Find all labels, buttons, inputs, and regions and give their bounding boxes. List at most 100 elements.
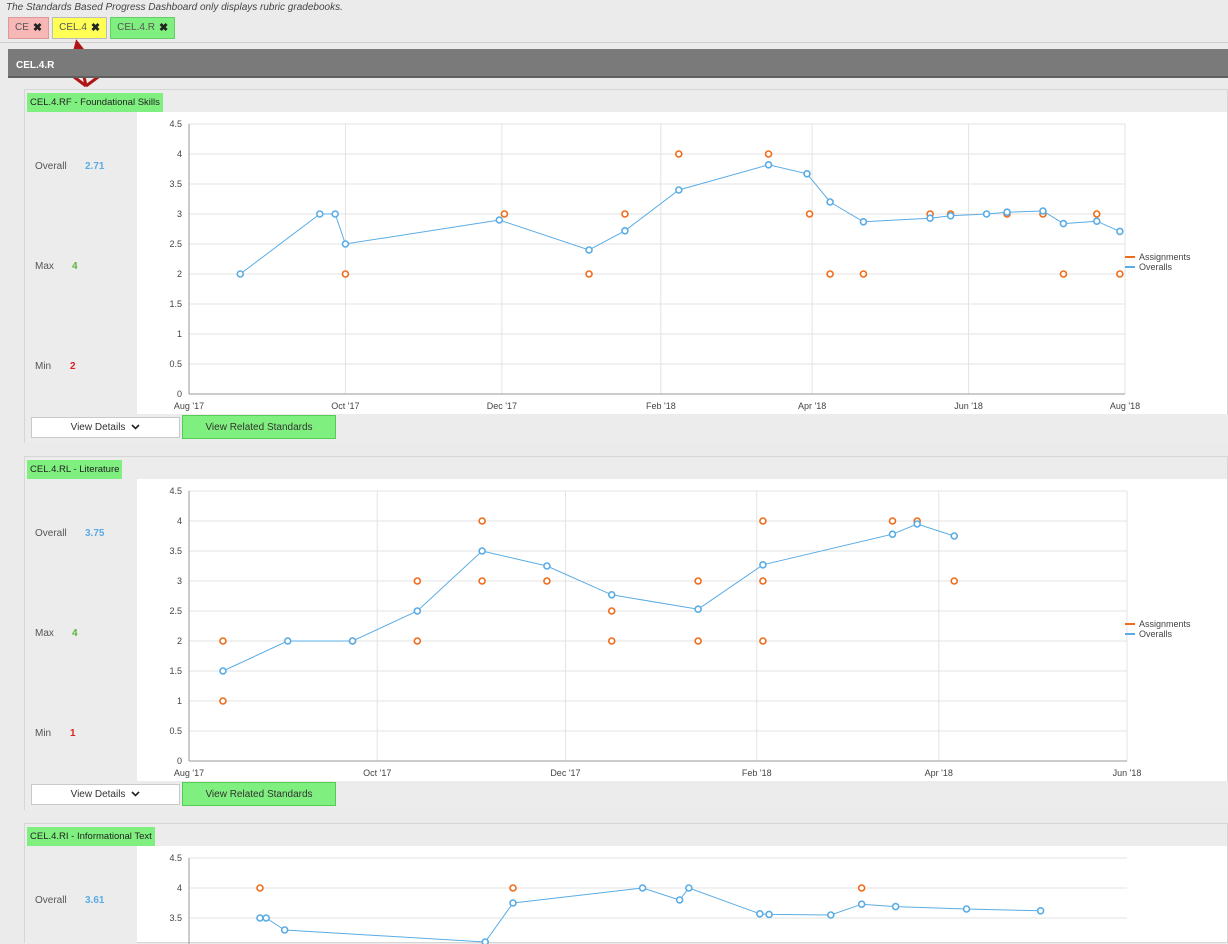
- y-tick-label: 4.5: [169, 853, 182, 863]
- overall-point: [585, 246, 593, 254]
- overall-point: [495, 216, 504, 224]
- assignment-point: [857, 884, 866, 892]
- overall-point: [236, 270, 245, 278]
- max-label: Max: [35, 261, 54, 272]
- overall-point: [543, 562, 551, 570]
- stats-column: Overall 2.71 Max 4 Min 2: [25, 112, 137, 414]
- overall-point: [826, 198, 834, 206]
- max-value: 4: [72, 628, 78, 639]
- overalls-line: [222, 523, 955, 672]
- assignment-point: [888, 517, 897, 525]
- overall-point: [621, 227, 629, 235]
- close-icon[interactable]: ✖: [90, 22, 101, 34]
- min-label: Min: [35, 361, 52, 372]
- stats-column: Overall 3.75 Max 4 Min 1: [25, 479, 137, 781]
- filter-chips: CE ✖ CEL.4 ✖ CEL.4.R ✖: [8, 17, 176, 39]
- y-tick-label: 4: [177, 516, 182, 526]
- y-tick-label: 0.5: [169, 726, 182, 736]
- x-tick-label: Jun '18: [954, 401, 983, 411]
- min-value: 1: [70, 728, 76, 739]
- y-tick-label: 2: [177, 269, 182, 279]
- assignment-point: [764, 150, 773, 158]
- overall-point: [1092, 217, 1101, 225]
- overall-point: [759, 561, 767, 569]
- assignment-point: [1116, 270, 1124, 278]
- view-details-button[interactable]: View Details: [31, 417, 180, 438]
- legend-item-assignments[interactable]: Assignments: [1125, 252, 1191, 262]
- chevron-down-icon: [131, 422, 140, 433]
- view-details-button[interactable]: View Details: [31, 784, 180, 805]
- filter-chip-cel4[interactable]: CEL.4 ✖: [52, 17, 108, 39]
- assignment-point: [621, 210, 629, 218]
- max-label: Max: [35, 628, 54, 639]
- assignment-point: [1059, 270, 1068, 278]
- close-icon[interactable]: ✖: [32, 22, 43, 34]
- overall-point: [219, 667, 227, 675]
- legend-item-assignments[interactable]: Assignments: [1125, 619, 1191, 629]
- panel-header: CEL.4.RL - Literature: [25, 457, 1227, 479]
- gradebook-notice: The Standards Based Progress Dashboard o…: [6, 2, 343, 13]
- filter-chip-label: CEL.4: [59, 22, 87, 33]
- overall-point: [478, 547, 486, 555]
- assignment-point: [341, 270, 350, 278]
- y-tick-label: 4: [177, 149, 182, 159]
- overall-point: [756, 910, 764, 918]
- overall-point: [982, 210, 991, 218]
- overall-point: [826, 911, 835, 919]
- legend-label: Overalls: [1139, 262, 1173, 272]
- overall-point: [481, 938, 490, 944]
- y-tick-label: 4.5: [169, 486, 182, 496]
- divider: [0, 42, 1228, 43]
- y-tick-label: 1: [177, 696, 182, 706]
- assignment-point: [478, 517, 486, 525]
- standard-panel-rf: CEL.4.RF - Foundational Skills Overall 2…: [24, 89, 1228, 443]
- overall-point: [280, 926, 289, 934]
- assignment-point: [413, 577, 422, 585]
- overall-point: [256, 914, 264, 922]
- filter-chip-label: CEL.4.R: [117, 22, 155, 33]
- assignment-point: [256, 884, 264, 892]
- x-tick-label: Oct '17: [363, 768, 391, 778]
- y-tick-label: 2.5: [169, 606, 182, 616]
- assignment-point: [950, 577, 959, 585]
- filter-chip-ce[interactable]: CE ✖: [8, 17, 50, 39]
- overall-point: [803, 169, 811, 178]
- y-tick-label: 1: [177, 329, 182, 339]
- button-label: View Details: [70, 789, 126, 800]
- overall-point: [950, 532, 959, 540]
- overall-point: [675, 896, 684, 904]
- overall-point: [413, 607, 422, 615]
- x-tick-label: Aug '17: [174, 768, 204, 778]
- overall-point: [946, 212, 955, 220]
- progress-chart: 0 0.5 1 1.5 2 2.5 3 3.5 4 4.5 Aug '17 Oct '17 Dec '1…: [169, 486, 1141, 778]
- legend-item-overalls[interactable]: Overalls: [1125, 629, 1191, 639]
- overall-point: [607, 591, 616, 599]
- overall-point: [348, 637, 357, 645]
- overall-point: [765, 910, 773, 919]
- x-tick-label: Apr '18: [798, 401, 826, 411]
- view-related-standards-button[interactable]: View Related Standards: [182, 415, 336, 439]
- standard-panel-rl: CEL.4.RL - Literature Overall 3.75 Max 4…: [24, 456, 1228, 810]
- legend-item-overalls[interactable]: Overalls: [1125, 262, 1191, 272]
- progress-chart: 0 0.5 1 1.5 2 2.5 3 3.5 4 4.5 Aug '17 Oct '17 Dec '1…: [169, 119, 1140, 411]
- assignment-point: [759, 517, 767, 525]
- overall-value: 3.75: [85, 528, 105, 539]
- overall-point: [764, 160, 773, 169]
- overall-point: [1003, 208, 1011, 216]
- filter-chip-cel4r[interactable]: CEL.4.R ✖: [110, 17, 176, 39]
- assignment-point: [219, 697, 227, 705]
- button-label: View Details: [70, 422, 126, 433]
- close-icon[interactable]: ✖: [158, 22, 169, 34]
- standard-header: CEL.4.R: [8, 49, 1228, 78]
- overall-point: [926, 214, 934, 222]
- y-tick-label: 3.5: [169, 913, 182, 923]
- min-value: 2: [70, 361, 76, 372]
- overall-value: 3.61: [85, 895, 105, 906]
- assignment-point: [607, 607, 616, 615]
- y-tick-label: 4.5: [169, 119, 182, 129]
- y-tick-label: 3.5: [169, 179, 182, 189]
- overall-point: [913, 520, 921, 528]
- view-related-standards-button[interactable]: View Related Standards: [182, 782, 336, 806]
- assignment-point: [1092, 210, 1101, 218]
- overall-point: [1116, 227, 1124, 236]
